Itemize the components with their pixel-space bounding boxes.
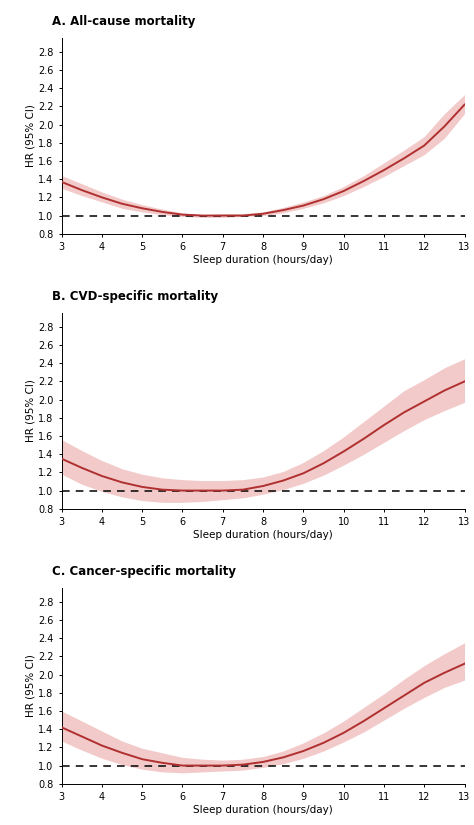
Text: A. All-cause mortality: A. All-cause mortality: [52, 15, 195, 27]
X-axis label: Sleep duration (hours/day): Sleep duration (hours/day): [193, 805, 333, 815]
Y-axis label: HR (95% CI): HR (95% CI): [25, 654, 35, 718]
Text: B. CVD-specific mortality: B. CVD-specific mortality: [52, 290, 218, 303]
Text: C. Cancer-specific mortality: C. Cancer-specific mortality: [52, 564, 236, 578]
X-axis label: Sleep duration (hours/day): Sleep duration (hours/day): [193, 255, 333, 265]
X-axis label: Sleep duration (hours/day): Sleep duration (hours/day): [193, 530, 333, 540]
Y-axis label: HR (95% CI): HR (95% CI): [25, 105, 35, 167]
Y-axis label: HR (95% CI): HR (95% CI): [25, 380, 35, 442]
